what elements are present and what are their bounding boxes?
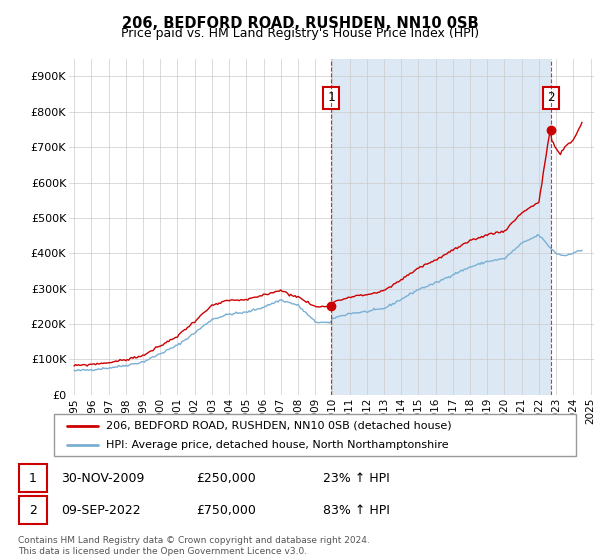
Text: 83% ↑ HPI: 83% ↑ HPI: [323, 504, 390, 517]
Text: Price paid vs. HM Land Registry's House Price Index (HPI): Price paid vs. HM Land Registry's House …: [121, 27, 479, 40]
Text: 30-NOV-2009: 30-NOV-2009: [61, 472, 145, 484]
Text: Contains HM Land Registry data © Crown copyright and database right 2024.
This d: Contains HM Land Registry data © Crown c…: [18, 536, 370, 556]
Text: £250,000: £250,000: [196, 472, 256, 484]
Text: 1: 1: [29, 472, 37, 484]
Text: 2: 2: [547, 91, 554, 104]
Text: 206, BEDFORD ROAD, RUSHDEN, NN10 0SB: 206, BEDFORD ROAD, RUSHDEN, NN10 0SB: [122, 16, 478, 31]
Text: HPI: Average price, detached house, North Northamptonshire: HPI: Average price, detached house, Nort…: [106, 440, 449, 450]
Text: 2: 2: [29, 504, 37, 517]
Text: 206, BEDFORD ROAD, RUSHDEN, NN10 0SB (detached house): 206, BEDFORD ROAD, RUSHDEN, NN10 0SB (de…: [106, 421, 452, 431]
Text: 1: 1: [327, 91, 335, 104]
Text: £750,000: £750,000: [196, 504, 256, 517]
FancyBboxPatch shape: [19, 464, 47, 492]
FancyBboxPatch shape: [19, 496, 47, 524]
Bar: [331, 59, 551, 395]
Text: 09-SEP-2022: 09-SEP-2022: [61, 504, 140, 517]
Text: 23% ↑ HPI: 23% ↑ HPI: [323, 472, 390, 484]
